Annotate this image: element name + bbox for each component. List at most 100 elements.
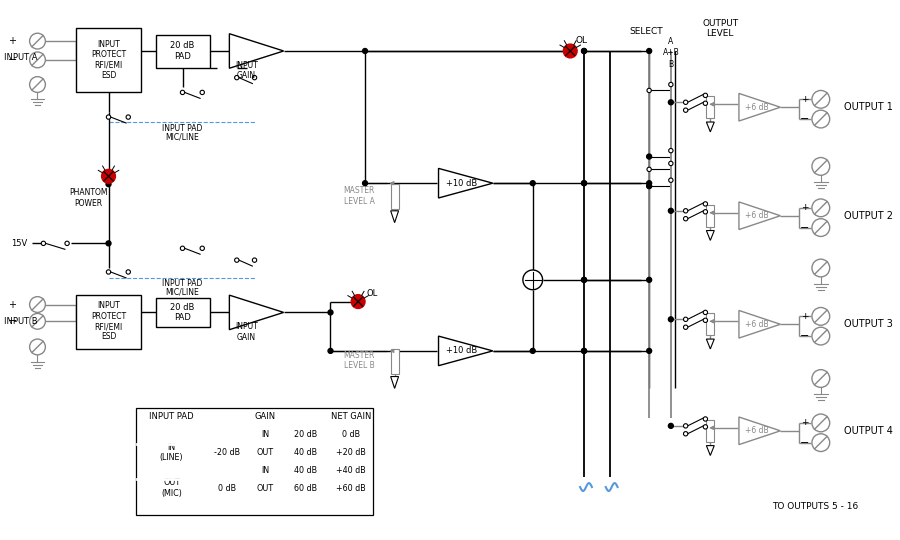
- Text: −: −: [799, 331, 809, 341]
- Bar: [706, 420, 715, 442]
- Circle shape: [126, 115, 130, 119]
- Bar: [156, 35, 210, 68]
- Text: +60 dB: +60 dB: [336, 483, 365, 492]
- Circle shape: [647, 278, 652, 282]
- Circle shape: [669, 317, 673, 322]
- Polygon shape: [438, 168, 493, 198]
- Polygon shape: [230, 33, 284, 68]
- Text: +6 dB: +6 dB: [745, 103, 769, 112]
- Circle shape: [683, 317, 688, 321]
- Circle shape: [363, 181, 367, 186]
- Circle shape: [30, 339, 45, 355]
- Circle shape: [703, 210, 707, 214]
- Text: INPUT PAD: INPUT PAD: [162, 124, 202, 133]
- Circle shape: [647, 184, 652, 188]
- Text: OUTPUT 4: OUTPUT 4: [843, 426, 893, 436]
- Circle shape: [581, 348, 587, 353]
- Text: +6 dB: +6 dB: [745, 426, 769, 435]
- Text: OUTPUT 2: OUTPUT 2: [843, 211, 893, 221]
- Circle shape: [647, 181, 652, 186]
- Text: +: +: [802, 418, 809, 428]
- Text: 20 dB: 20 dB: [294, 430, 318, 439]
- Circle shape: [703, 417, 707, 421]
- Text: MASTER
LEVEL B: MASTER LEVEL B: [344, 351, 375, 370]
- Text: OUTPUT 1: OUTPUT 1: [843, 102, 893, 112]
- Text: MIC/LINE: MIC/LINE: [166, 287, 200, 296]
- Polygon shape: [391, 376, 399, 388]
- Circle shape: [581, 278, 587, 282]
- Circle shape: [65, 241, 69, 246]
- Circle shape: [812, 414, 830, 432]
- Circle shape: [30, 52, 45, 68]
- Circle shape: [30, 33, 45, 49]
- Circle shape: [568, 49, 572, 53]
- Polygon shape: [706, 339, 715, 349]
- Text: INPUT B: INPUT B: [4, 317, 38, 326]
- Text: 15V: 15V: [12, 239, 28, 248]
- Circle shape: [30, 313, 45, 329]
- Circle shape: [703, 93, 707, 98]
- Circle shape: [647, 184, 652, 188]
- Circle shape: [523, 270, 543, 290]
- Text: −: −: [799, 114, 809, 124]
- Text: INPUT PAD: INPUT PAD: [162, 279, 202, 288]
- Circle shape: [252, 258, 256, 262]
- Text: OUTPUT 3: OUTPUT 3: [843, 319, 893, 329]
- Circle shape: [683, 217, 688, 221]
- Text: OL: OL: [575, 36, 587, 45]
- Text: A+B: A+B: [662, 49, 680, 57]
- Circle shape: [647, 49, 652, 53]
- Polygon shape: [230, 295, 284, 330]
- Circle shape: [812, 434, 830, 451]
- Circle shape: [235, 76, 238, 80]
- Text: +: +: [8, 300, 16, 309]
- Text: A: A: [668, 37, 673, 45]
- Text: MASTER
LEVEL A: MASTER LEVEL A: [344, 186, 375, 206]
- Text: INPUT
GAIN: INPUT GAIN: [235, 322, 258, 342]
- Circle shape: [647, 167, 652, 172]
- Circle shape: [669, 208, 673, 213]
- Circle shape: [669, 161, 673, 166]
- Text: +: +: [802, 95, 809, 104]
- Text: TO OUTPUTS 5 - 16: TO OUTPUTS 5 - 16: [772, 502, 859, 511]
- Bar: [391, 349, 399, 374]
- Text: INPUT A: INPUT A: [4, 53, 38, 63]
- Circle shape: [669, 100, 673, 105]
- Text: +6 dB: +6 dB: [745, 320, 769, 329]
- Circle shape: [669, 148, 673, 153]
- Circle shape: [102, 170, 115, 183]
- Polygon shape: [706, 122, 715, 132]
- Text: +6 dB: +6 dB: [745, 211, 769, 220]
- Circle shape: [647, 348, 652, 353]
- Text: 40 dB: 40 dB: [294, 466, 318, 475]
- Circle shape: [106, 181, 111, 187]
- Bar: [706, 313, 715, 335]
- Text: 60 dB: 60 dB: [294, 483, 318, 492]
- Text: −: −: [8, 316, 17, 326]
- Text: +10 dB: +10 dB: [446, 346, 477, 355]
- Bar: [156, 298, 210, 327]
- Circle shape: [647, 154, 652, 159]
- Text: OUT: OUT: [256, 448, 274, 457]
- Polygon shape: [438, 336, 493, 366]
- Text: +: +: [802, 312, 809, 321]
- Text: −: −: [8, 55, 17, 65]
- Circle shape: [328, 310, 333, 315]
- Circle shape: [683, 108, 688, 112]
- Text: MIC/LINE: MIC/LINE: [166, 132, 200, 141]
- Circle shape: [703, 101, 707, 105]
- Bar: [76, 28, 141, 92]
- Text: 40 dB: 40 dB: [294, 448, 318, 457]
- Circle shape: [683, 424, 688, 428]
- Circle shape: [581, 181, 587, 186]
- Text: INPUT PAD: INPUT PAD: [149, 413, 194, 422]
- Circle shape: [106, 115, 111, 119]
- Text: +20 dB: +20 dB: [336, 448, 365, 457]
- Circle shape: [581, 49, 587, 53]
- Circle shape: [683, 431, 688, 436]
- Circle shape: [351, 295, 365, 308]
- Text: SELECT: SELECT: [629, 27, 663, 36]
- Circle shape: [647, 88, 652, 93]
- Text: -20 dB: -20 dB: [214, 448, 240, 457]
- Circle shape: [647, 154, 652, 159]
